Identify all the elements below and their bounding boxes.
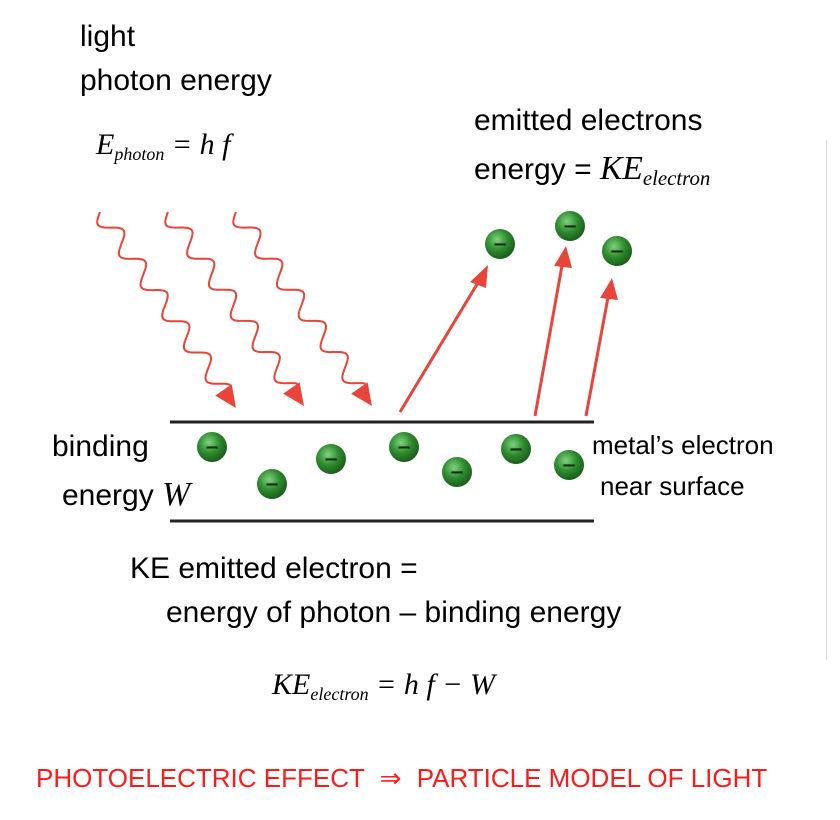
ke-formula: KEelectron = h f − W (272, 668, 495, 705)
electron: − (485, 229, 515, 259)
energy-equals-label: energy = (474, 153, 592, 186)
negative-charge-icon: − (204, 437, 219, 458)
footer-right-text: PARTICLE MODEL OF LIGHT (416, 763, 768, 793)
negative-charge-icon: − (508, 439, 523, 460)
implies-arrow-icon: ⇒ (379, 763, 402, 793)
ke-emitted-label: KE emitted electron = (130, 552, 418, 585)
metal-electron-label: metal’s electron (592, 430, 774, 460)
emission-arrowhead (600, 278, 618, 300)
photon-arrowhead (215, 384, 236, 408)
energy-of-photon-label: energy of photon – binding energy (166, 596, 622, 629)
footer-left-text: PHOTOELECTRIC EFFECT (36, 763, 365, 793)
negative-charge-icon: − (609, 241, 624, 262)
ke-symbol: KE (599, 150, 643, 187)
emission-arrow (584, 291, 611, 417)
photon-wave (96, 211, 231, 387)
electron-ball (501, 434, 531, 464)
negative-charge-icon: − (562, 216, 577, 237)
negative-charge-icon: − (396, 437, 411, 458)
electron-ball (602, 236, 632, 266)
emitted-electrons-label: emitted electrons (474, 104, 703, 137)
emission-arrow (533, 259, 565, 417)
binding-energy-line: energy W (62, 476, 190, 515)
electron: − (197, 432, 227, 462)
photon-arrowhead (283, 382, 304, 406)
negative-charge-icon: − (323, 449, 338, 470)
photon-energy-formula: Ephoton = h f (96, 128, 231, 165)
photon-energy-symbol: E (96, 128, 115, 161)
photon-arrowhead (351, 382, 372, 406)
photon-subscript: photon (114, 144, 165, 165)
negative-charge-icon: − (492, 234, 507, 255)
electron-ball (389, 432, 419, 462)
photon-energy-label: photon energy (80, 64, 272, 97)
electron-ball (555, 211, 585, 241)
photon-wave (164, 211, 298, 385)
photon-wave (232, 211, 366, 385)
electron: − (602, 236, 632, 266)
near-surface-label: near surface (600, 471, 745, 501)
negative-charge-icon: − (264, 474, 279, 495)
light-label: light (80, 20, 136, 53)
ke-formula-symbol: KE (272, 668, 311, 701)
photon-energy-rhs: = h f (171, 128, 231, 161)
electron-ball (442, 457, 472, 487)
negative-charge-icon: − (561, 455, 576, 476)
energy-word: energy (62, 479, 154, 512)
electron: − (554, 450, 584, 480)
binding-label: binding (52, 430, 149, 463)
footer-title: PHOTOELECTRIC EFFECT ⇒ PARTICLE MODEL OF… (36, 763, 768, 794)
ke-electron-symbol: KEelectron (599, 150, 711, 191)
electron: − (316, 444, 346, 474)
electron: − (555, 211, 585, 241)
ke-subscript: electron (642, 166, 711, 191)
electron-ball (554, 450, 584, 480)
electron-ball (257, 469, 287, 499)
electron: − (501, 434, 531, 464)
electron-ball (485, 229, 515, 259)
electron-energy-line: energy = KEelectron (474, 150, 711, 191)
ke-formula-rhs: = h f − W (376, 668, 495, 701)
right-edge-rule (826, 140, 827, 660)
electron-ball (316, 444, 346, 474)
emission-arrow (398, 275, 484, 413)
electron: − (389, 432, 419, 462)
electron: − (442, 457, 472, 487)
binding-energy-symbol: W (162, 476, 191, 513)
negative-charge-icon: − (449, 462, 464, 483)
emission-arrowhead (470, 265, 488, 288)
ke-formula-subscript: electron (310, 684, 369, 705)
emission-arrowhead (554, 246, 572, 268)
electron-ball (197, 432, 227, 462)
electron: − (257, 469, 287, 499)
